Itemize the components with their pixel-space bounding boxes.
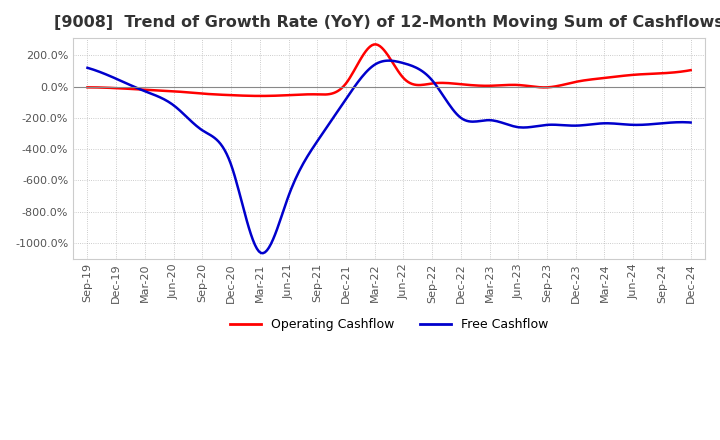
Operating Cashflow	[85, 85, 94, 90]
Operating Cashflow	[256, 93, 265, 99]
Operating Cashflow	[456, 81, 465, 87]
Free Cashflow	[85, 66, 94, 71]
Free Cashflow	[446, 104, 455, 109]
Free Cashflow	[258, 250, 267, 256]
Title: [9008]  Trend of Growth Rate (YoY) of 12-Month Moving Sum of Cashflows: [9008] Trend of Growth Rate (YoY) of 12-…	[54, 15, 720, 30]
Operating Cashflow	[686, 67, 695, 73]
Operating Cashflow	[446, 81, 455, 86]
Free Cashflow	[444, 101, 453, 106]
Line: Operating Cashflow: Operating Cashflow	[87, 44, 690, 96]
Free Cashflow	[686, 120, 695, 125]
Free Cashflow	[456, 115, 465, 120]
Operating Cashflow	[444, 81, 453, 86]
Operating Cashflow	[634, 72, 642, 77]
Operating Cashflow	[595, 76, 604, 81]
Line: Free Cashflow: Free Cashflow	[87, 61, 690, 253]
Operating Cashflow	[83, 85, 91, 90]
Operating Cashflow	[372, 42, 380, 47]
Free Cashflow	[384, 58, 392, 63]
Legend: Operating Cashflow, Free Cashflow: Operating Cashflow, Free Cashflow	[225, 313, 553, 336]
Free Cashflow	[83, 65, 91, 70]
Free Cashflow	[595, 121, 604, 126]
Free Cashflow	[634, 122, 642, 128]
